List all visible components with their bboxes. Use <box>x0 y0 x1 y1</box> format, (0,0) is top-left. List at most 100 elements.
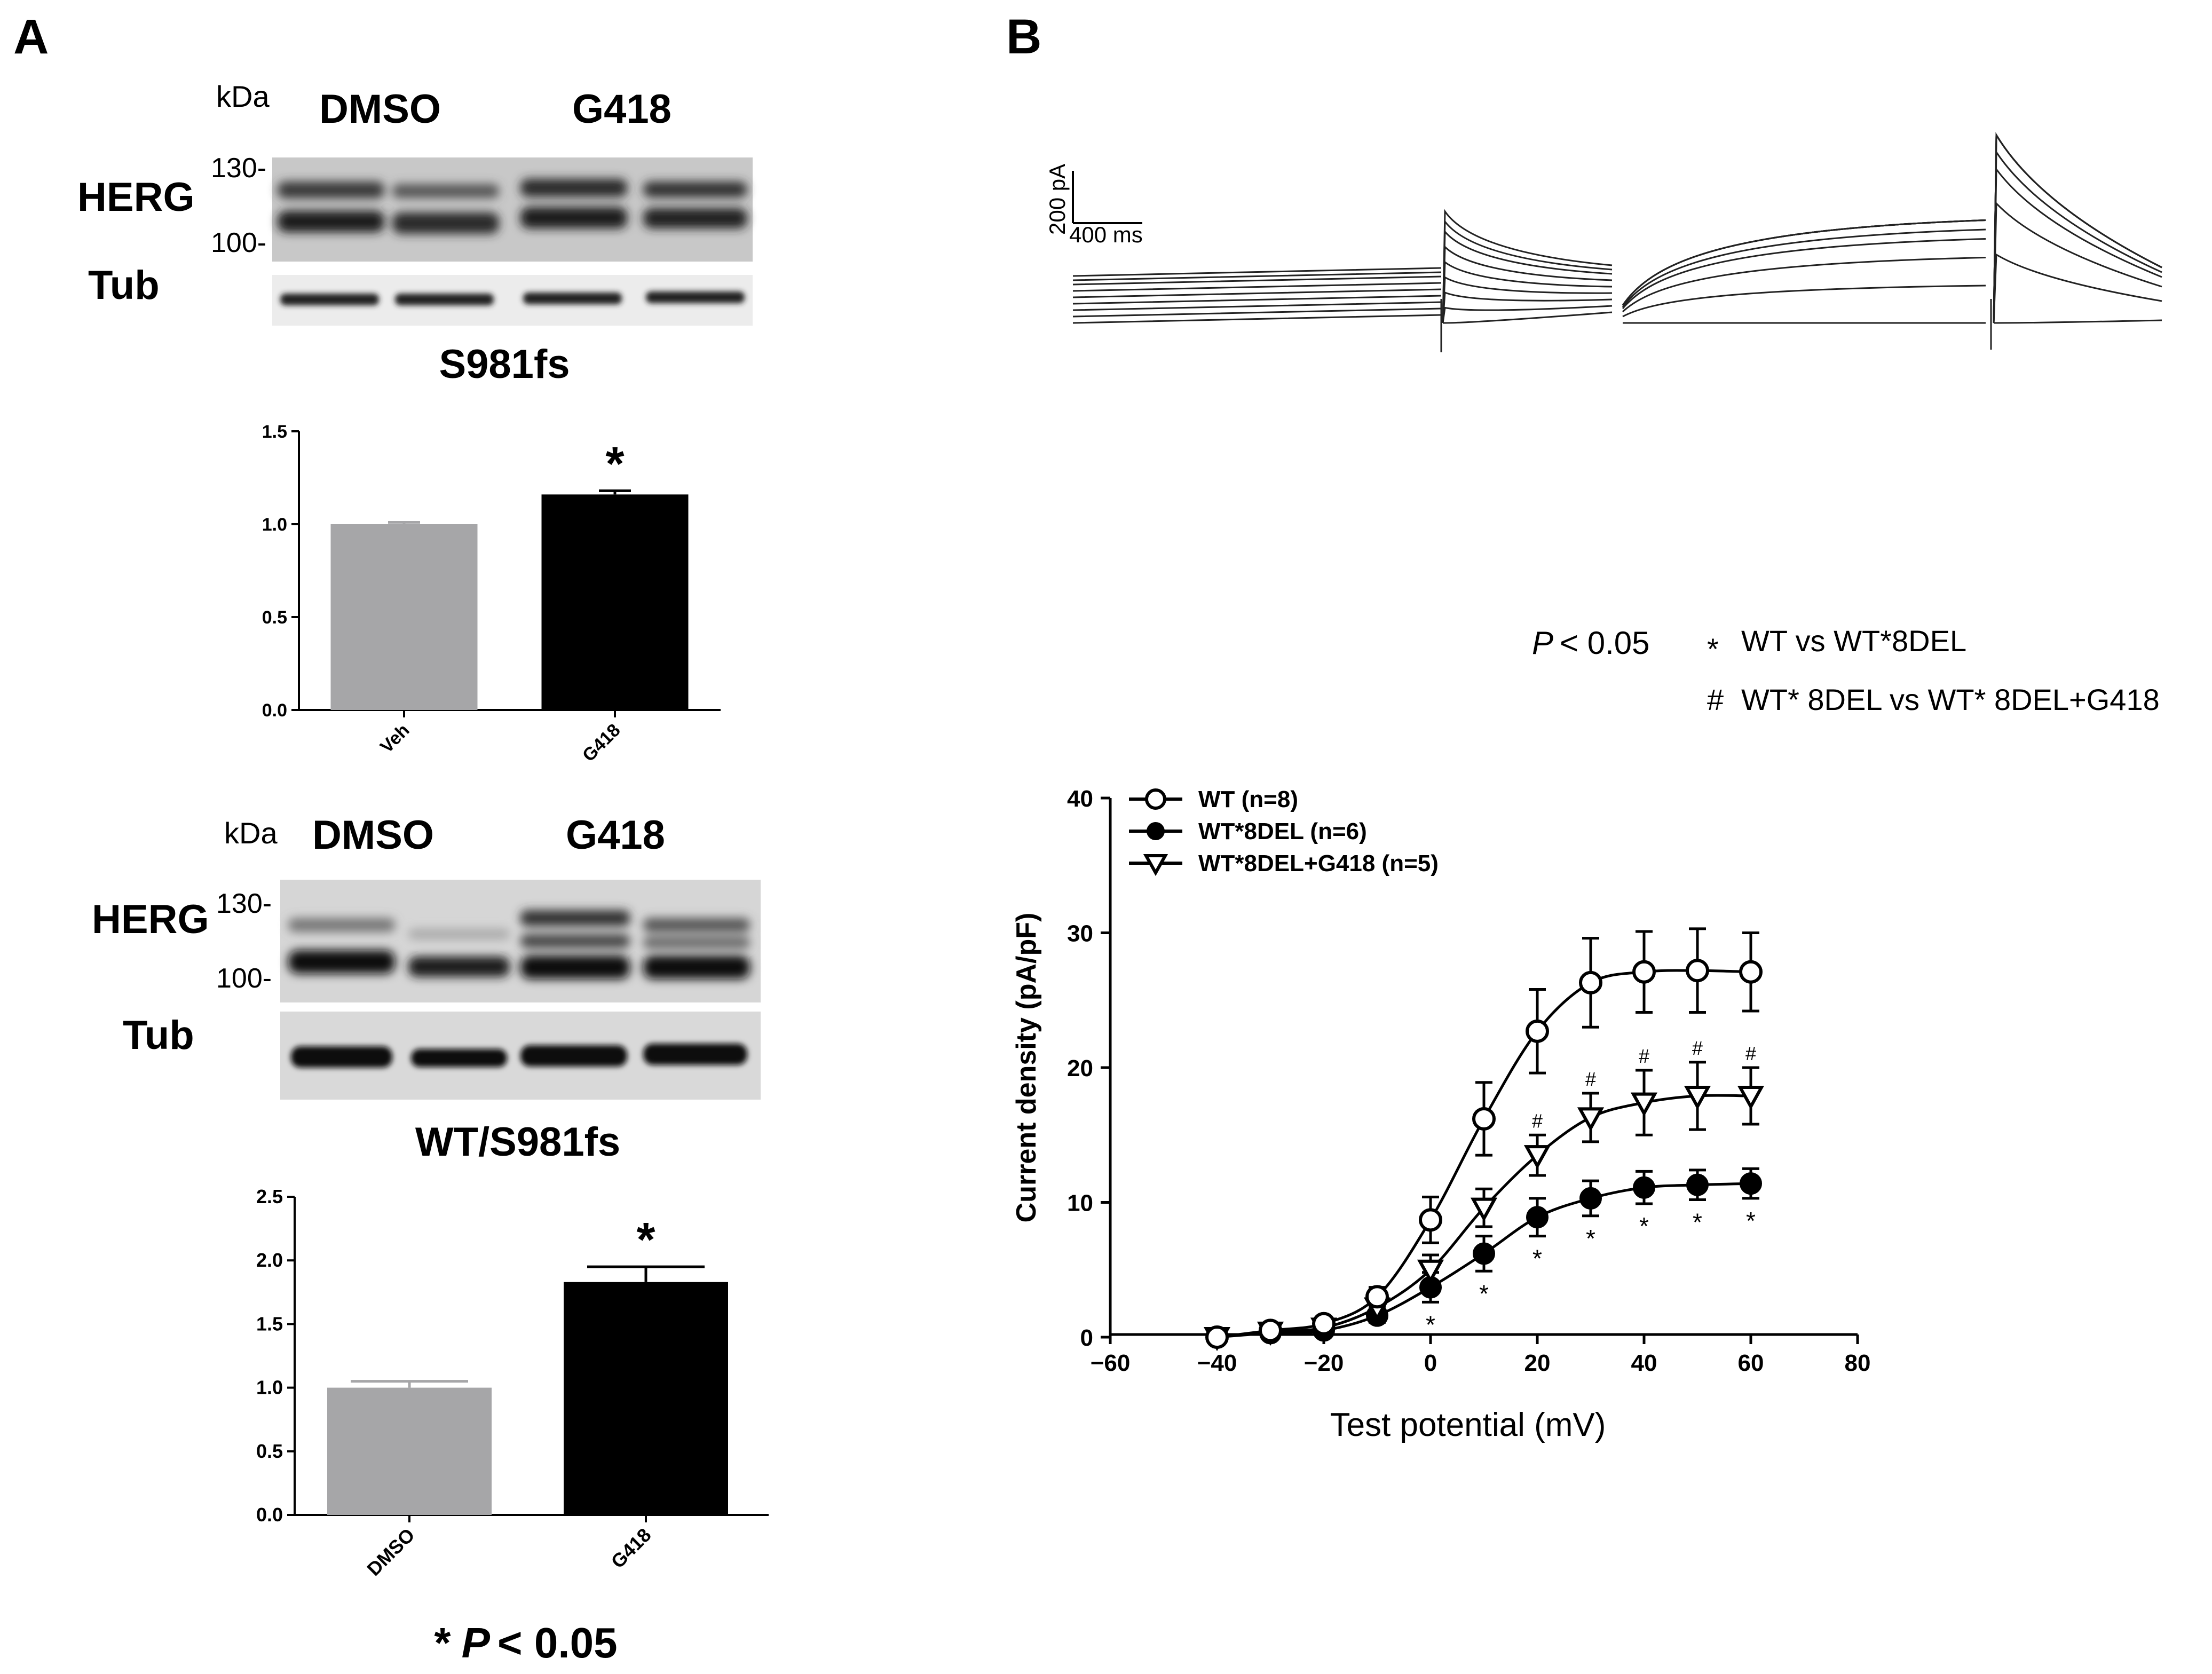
marker-wt-8del <box>1686 1173 1709 1196</box>
marker-100: 100- <box>216 963 272 994</box>
marker-wt <box>1579 970 1602 994</box>
y-tick-label: 1.0 <box>256 1377 283 1399</box>
current-trace <box>1072 311 1613 324</box>
marker-wt-8del-g418 <box>1737 1086 1765 1110</box>
x-tick-label: −60 <box>1091 1350 1131 1376</box>
scale-y-label: 200 pA <box>1045 164 1070 235</box>
bar-g418 <box>541 494 689 710</box>
marker-wt <box>1472 1107 1496 1131</box>
lane-group-g418: G418 <box>566 812 665 858</box>
marker-wt <box>1205 1325 1229 1349</box>
marker-wt-8del-g418 <box>1523 1145 1551 1170</box>
x-tick-label: −20 <box>1304 1350 1344 1376</box>
current-trace <box>1622 253 2162 323</box>
current-trace <box>1072 209 1613 323</box>
tub-bands <box>280 291 745 305</box>
marker-wt-8del <box>1473 1242 1495 1265</box>
legend-p-value: < 0.05 <box>1560 625 1650 661</box>
protein-herg-label: HERG <box>77 175 195 220</box>
lane-group-dmso: DMSO <box>312 812 434 858</box>
y-tick-label: 0 <box>1080 1325 1093 1351</box>
x-axis-title: Test potential (mV) <box>1330 1407 1606 1443</box>
herg-bands <box>278 179 747 234</box>
marker-wt-8del <box>1633 1176 1655 1199</box>
legend-p: P < 0.05 <box>1532 625 1650 661</box>
current-trace <box>1622 201 2162 323</box>
tub-bands <box>291 1044 747 1068</box>
y-tick-label: 20 <box>1067 1055 1093 1081</box>
significance-hash: # <box>1692 1037 1703 1059</box>
y-tick-label: 40 <box>1067 786 1093 812</box>
marker-wt-8del-g418 <box>1630 1092 1658 1117</box>
iv-curve-chart: 0 10 20 30 40 −60 −40 −20 0 20 40 60 80 Test potentia… <box>1011 786 1870 1443</box>
y-tick-label: 0.0 <box>256 1504 283 1526</box>
y-tick-label: 1.0 <box>262 515 287 535</box>
marker-130: 130- <box>211 153 266 184</box>
x-tick-label: 20 <box>1524 1350 1551 1376</box>
legend-star-symbol: * <box>1707 632 1719 666</box>
bar-g418 <box>564 1282 728 1515</box>
significance-star: * <box>1746 1207 1756 1235</box>
legend-marker-wt-8del-g418 <box>1143 854 1168 877</box>
protein-tub-label: Tub <box>123 1013 194 1058</box>
x-tick-label: G418 <box>579 720 625 766</box>
panel-a-footnote: * P < 0.05 <box>434 1619 617 1667</box>
significance-hash: # <box>1532 1110 1543 1132</box>
marker-wt <box>1739 960 1763 984</box>
marker-wt-8del-g418 <box>1470 1197 1498 1222</box>
scale-bar: 200 pA 400 ms <box>1045 164 1143 247</box>
western-blot-1: kDa DMSO G418 HERG Tub 130- 100- S981fs <box>77 80 753 387</box>
y-tick-label: 1.5 <box>262 422 287 442</box>
y-tick-label: 2.0 <box>256 1249 283 1271</box>
current-trace <box>1072 305 1613 323</box>
significance-star: * <box>636 1213 655 1267</box>
significance-star: * <box>1639 1212 1649 1240</box>
legend-marker-wt-8del <box>1147 822 1165 840</box>
y-tick-label: 2.5 <box>256 1186 283 1207</box>
blot-title-wt-s981fs: WT/S981fs <box>415 1119 620 1165</box>
lane-group-dmso: DMSO <box>319 86 441 132</box>
protein-herg-label: HERG <box>92 897 209 942</box>
marker-wt <box>1632 960 1656 984</box>
current-trace <box>1622 132 2162 323</box>
x-tick-label: Veh <box>376 720 414 757</box>
x-tick-label: G418 <box>606 1524 655 1573</box>
panel-b-label: B <box>1006 10 1041 64</box>
marker-wt <box>1526 1019 1549 1043</box>
y-tick-label: 10 <box>1067 1190 1093 1217</box>
protein-tub-label: Tub <box>88 263 160 308</box>
legend-label: WT*8DEL+G418 (n=5) <box>1198 850 1439 877</box>
herg-bands <box>288 910 750 979</box>
current-traces <box>1072 132 2162 352</box>
current-trace <box>1622 149 2162 323</box>
y-tick-label: 1.5 <box>256 1313 283 1335</box>
y-tick-label: 0.0 <box>262 700 287 721</box>
panel-a-label: A <box>13 10 49 64</box>
current-trace <box>1072 275 1613 323</box>
lane-group-g418: G418 <box>572 86 672 132</box>
footnote-star: * <box>434 1619 451 1667</box>
marker-wt-8del-g418 <box>1684 1086 1711 1110</box>
significance-hash: # <box>1745 1043 1756 1064</box>
significance-star: * <box>1532 1245 1542 1273</box>
marker-wt <box>1686 959 1709 983</box>
y-tick-label: 0.5 <box>256 1440 283 1462</box>
scale-x-label: 400 ms <box>1069 222 1143 247</box>
footnote-value: < 0.05 <box>497 1619 618 1667</box>
current-trace <box>1072 260 1613 323</box>
x-tick-label: DMSO <box>362 1524 418 1580</box>
legend-star-text: WT vs WT*8DEL <box>1741 624 1966 658</box>
legend-label: WT (n=8) <box>1198 786 1298 812</box>
kda-label: kDa <box>216 80 270 113</box>
significance-star: * <box>1693 1208 1702 1236</box>
bar-chart-s981fs: 0.0 0.5 1.0 1.5 Veh G418 * <box>262 422 721 765</box>
current-trace <box>1622 167 2162 323</box>
significance-star: * <box>1426 1310 1435 1338</box>
x-tick-label: 0 <box>1424 1350 1437 1376</box>
x-tick-label: 60 <box>1738 1350 1764 1376</box>
y-tick-label: 0.5 <box>262 607 287 628</box>
legend-hash-symbol: # <box>1707 683 1724 716</box>
bar-chart-wt-s981fs: 0.0 0.5 1.0 1.5 2.0 2.5 DMSO G418 * <box>256 1186 769 1580</box>
y-axis-title: Current density (pA/pF) <box>1011 913 1042 1223</box>
